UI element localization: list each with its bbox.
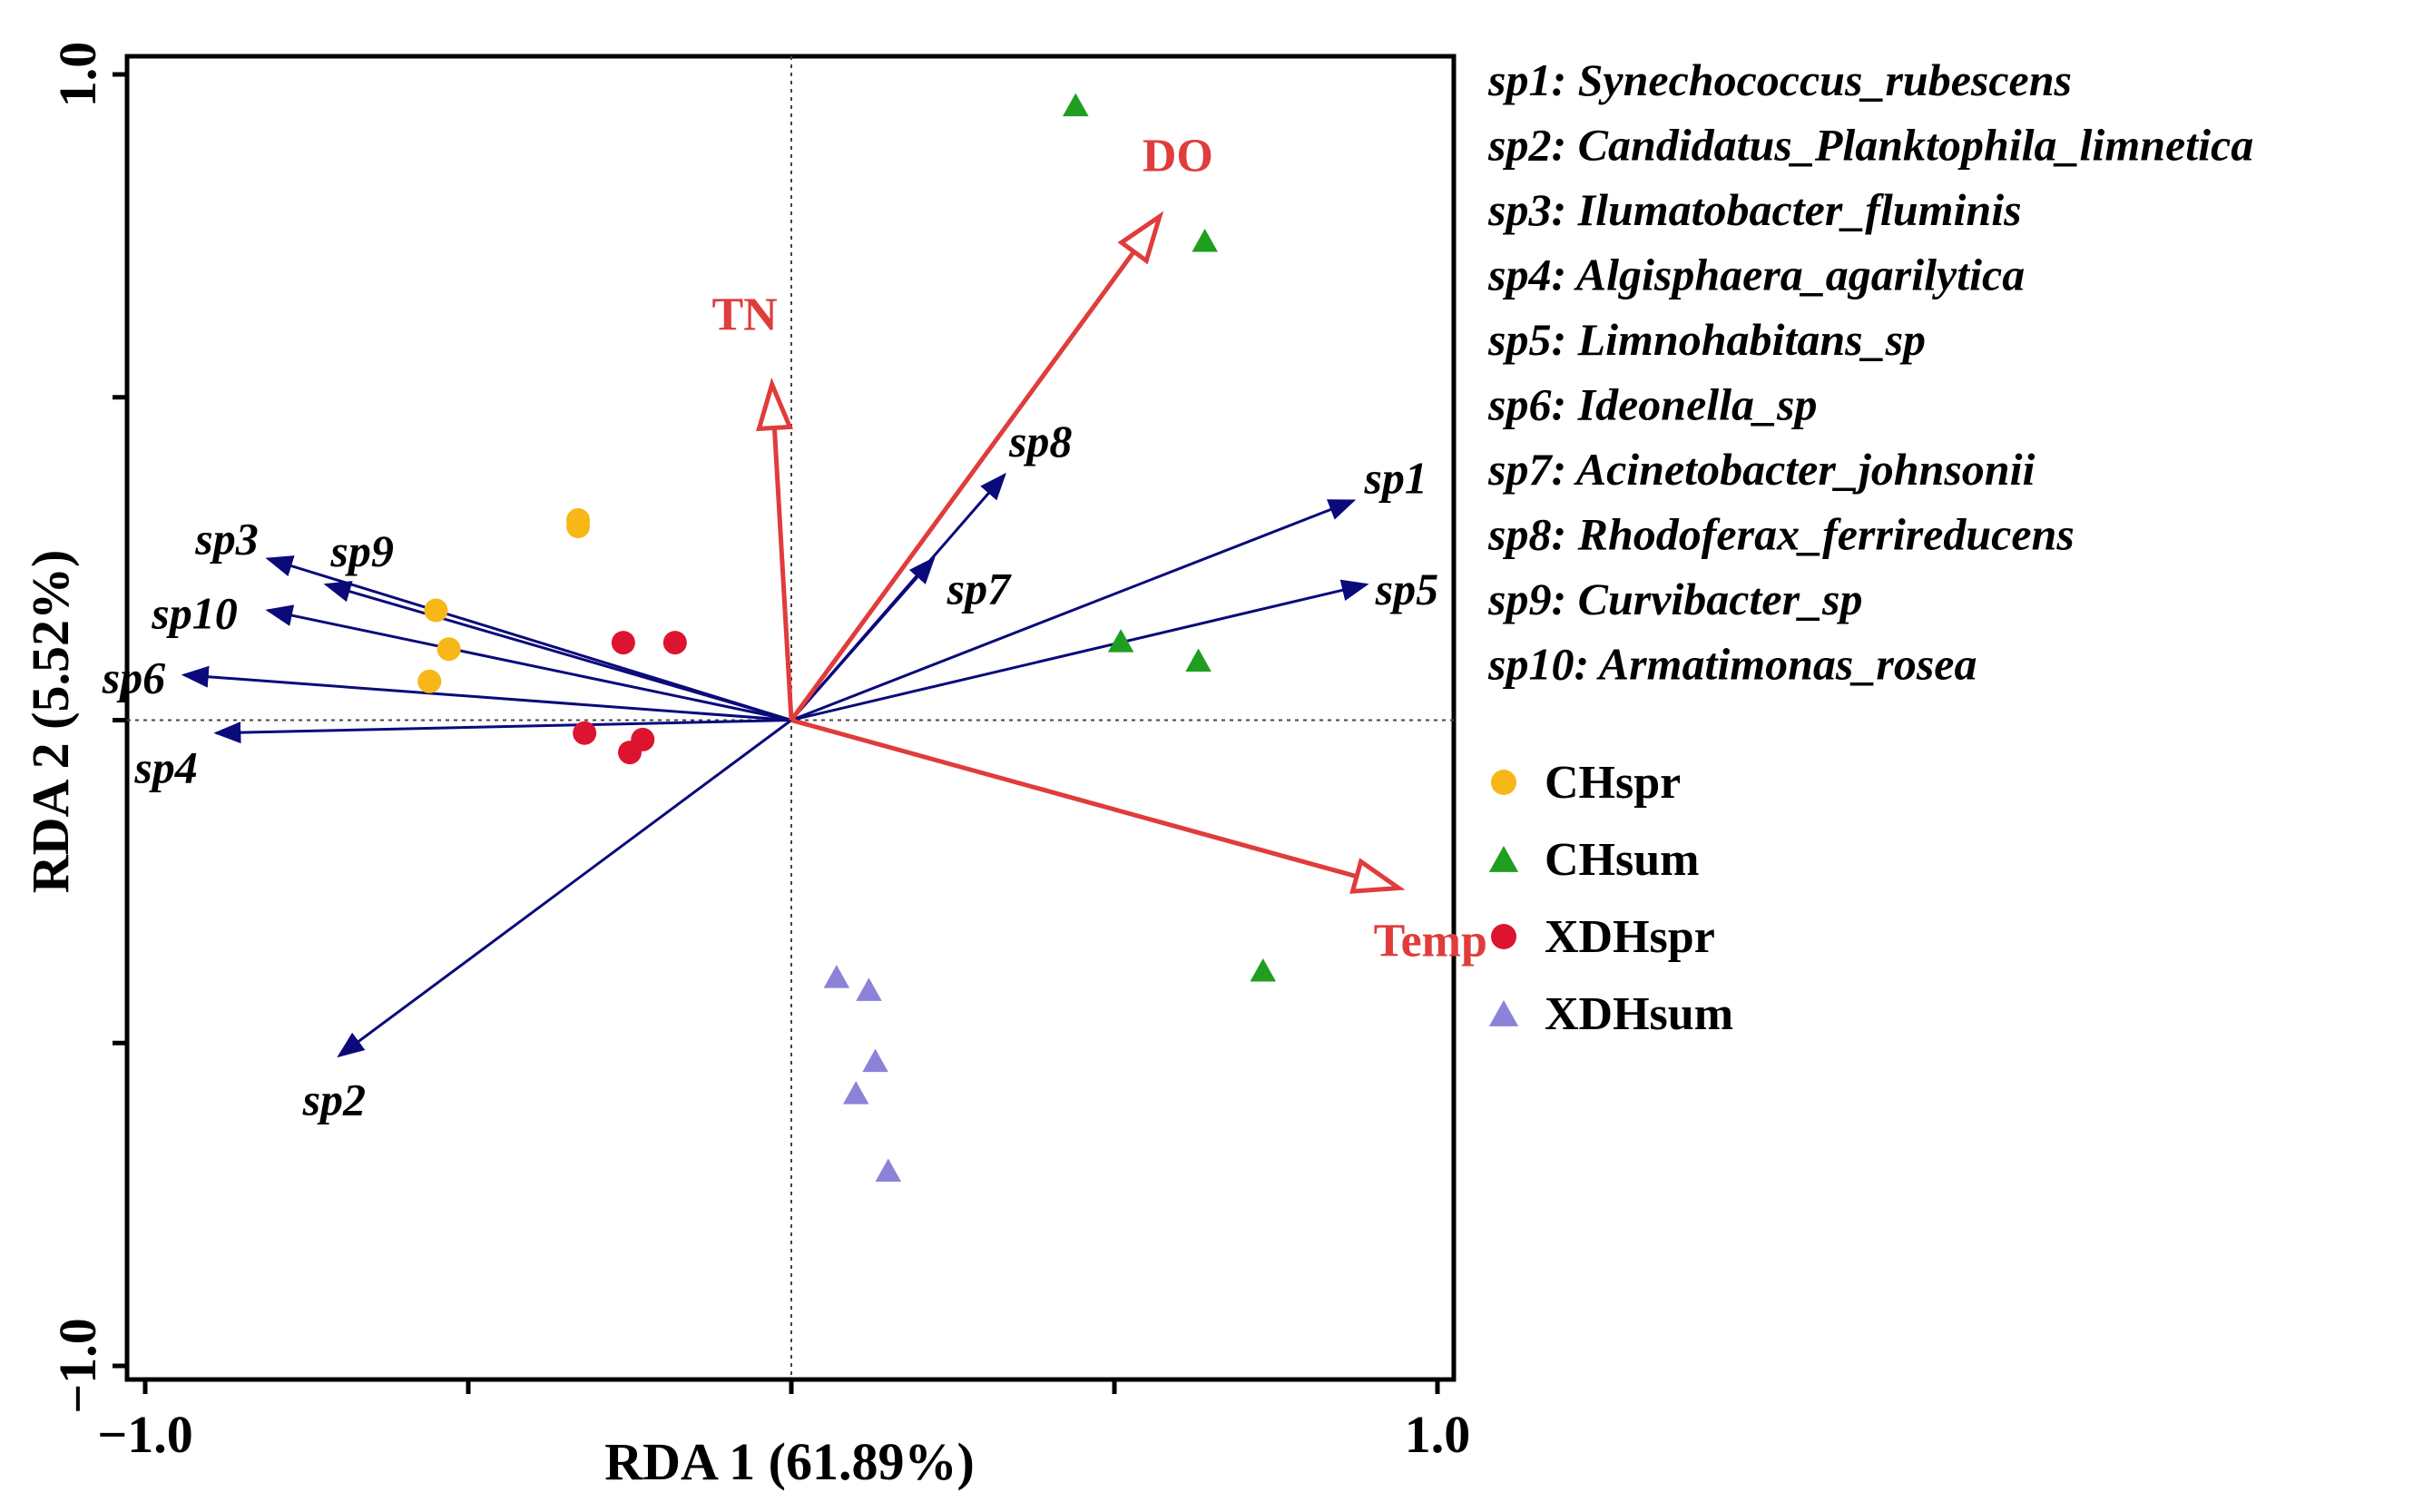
- species-legend-entry: sp6: Ideonella_sp: [1487, 379, 1818, 430]
- species-label-sp7: sp7: [947, 564, 1012, 614]
- species-label-sp3: sp3: [194, 514, 258, 565]
- sample-point-CHspr: [417, 669, 442, 693]
- sample-point-CHsum: [1107, 629, 1134, 653]
- species-vector-sp1: [790, 499, 1357, 722]
- group-legend: CHspr CHsum XDHspr XDHsum: [1488, 757, 1733, 1040]
- x-axis-title: RDA 1 (61.89%): [604, 1432, 975, 1491]
- x-tick-label: 1.0: [1405, 1405, 1471, 1464]
- sample-point-XDHsum: [875, 1158, 902, 1183]
- sample-point-XDHspr: [573, 721, 597, 745]
- species-vector-sp6: [181, 665, 792, 722]
- species-vector-sp10: [265, 604, 792, 722]
- env-vector-DO: [789, 250, 1136, 722]
- sample-point-XDHsum: [842, 1081, 869, 1105]
- species-legend: sp1: Synechococcus_rubescens sp2: Candida…: [1487, 54, 2253, 690]
- species-label-sp9: sp9: [329, 525, 393, 576]
- sample-point-CHsum: [1192, 228, 1218, 252]
- species-legend-entry: sp4: Algisphaera_agarilytica: [1487, 250, 2025, 300]
- species-label-sp1: sp1: [1363, 453, 1427, 504]
- species-vector-sp9: [323, 581, 792, 722]
- legend-label-CHspr: CHspr: [1545, 757, 1681, 809]
- x-tick-label: −1.0: [97, 1405, 193, 1464]
- env-arrowhead-TN: [756, 378, 794, 432]
- legend-label-XDHsum: XDHsum: [1545, 988, 1733, 1040]
- species-label-sp8: sp8: [1008, 416, 1072, 466]
- env-vector-TN: [771, 427, 794, 721]
- y-axis-title: RDA 2 (5.52%): [21, 550, 80, 894]
- legend-label-CHsum: CHsum: [1545, 834, 1699, 886]
- species-label-sp2: sp2: [302, 1074, 366, 1124]
- sample-point-CHsum: [1185, 648, 1212, 672]
- species-vector-sp4: [213, 719, 792, 744]
- species-legend-entry: sp1: Synechococcus_rubescens: [1487, 54, 2072, 105]
- species-legend-entry: sp7: Acinetobacter_johnsonii: [1487, 444, 2035, 495]
- species-vector-sp8: [790, 472, 1006, 722]
- sample-point-XDHspr: [662, 631, 687, 655]
- species-legend-entry: sp8: Rhodoferax_ferrireducens: [1487, 509, 2075, 560]
- env-vector-Temp: [790, 718, 1358, 879]
- legend-marker-CHsum: [1488, 846, 1519, 872]
- y-tick-label: −1.0: [48, 1318, 107, 1414]
- sample-point-XDHsum: [862, 1048, 888, 1073]
- species-label-sp10: sp10: [151, 588, 237, 639]
- env-label-TN: TN: [712, 290, 778, 341]
- legend-marker-XDHsum: [1488, 1000, 1519, 1026]
- legend-marker-XDHspr: [1491, 924, 1516, 949]
- sample-point-CHspr: [437, 637, 461, 662]
- env-label-DO: DO: [1143, 131, 1213, 182]
- env-label-Temp: Temp: [1374, 915, 1487, 967]
- species-legend-entry: sp9: Curvibacter_sp: [1487, 574, 1863, 624]
- legend-label-XDHspr: XDHspr: [1545, 911, 1715, 963]
- legend-marker-CHspr: [1491, 770, 1516, 795]
- species-vector-sp2: [337, 719, 792, 1058]
- sample-point-CHspr: [424, 598, 448, 623]
- species-legend-entry: sp5: Limnohabitans_sp: [1487, 314, 1926, 365]
- species-vector-sp5: [790, 579, 1369, 722]
- plot-area: −1.0 1.0 1.0 −1.0 sp1 sp2 sp3 sp4 sp5 sp6 sp7 sp8 sp…: [48, 42, 1487, 1464]
- sample-point-XDHspr: [611, 631, 635, 655]
- sample-point-XDHspr: [618, 741, 642, 765]
- species-label-sp6: sp6: [102, 653, 165, 703]
- env-arrowhead-Temp: [1349, 858, 1406, 894]
- species-label-sp4: sp4: [133, 742, 197, 793]
- species-vector-sp3: [265, 555, 792, 722]
- sample-point-CHspr: [566, 515, 591, 539]
- sample-point-XDHsum: [856, 977, 882, 1001]
- sample-point-CHsum: [1250, 957, 1277, 982]
- sample-point-CHsum: [1063, 93, 1089, 117]
- env-arrowhead-DO: [1117, 211, 1164, 265]
- y-tick-label: 1.0: [48, 42, 107, 108]
- species-legend-entry: sp2: Candidatus_Planktophila_limnetica: [1487, 120, 2253, 171]
- sample-point-XDHsum: [823, 965, 850, 988]
- species-label-sp5: sp5: [1375, 564, 1438, 614]
- species-legend-entry: sp3: Ilumatobacter_fluminis: [1487, 184, 2022, 235]
- species-legend-entry: sp10: Armatimonas_rosea: [1487, 639, 1977, 690]
